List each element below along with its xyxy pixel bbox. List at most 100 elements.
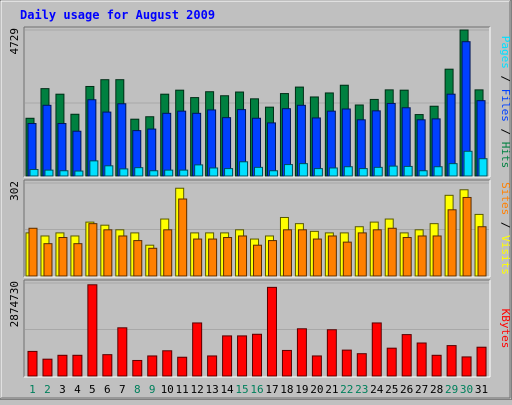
x-tick-label-4: 4 [74, 383, 81, 396]
side-label-kbytes: KBytes [499, 309, 512, 349]
bar-pages-19 [298, 163, 308, 177]
bar-sites-20 [312, 238, 322, 277]
side-label-part: / [499, 122, 512, 142]
bar-sites-13 [208, 238, 218, 277]
bar-pages-30 [463, 150, 473, 177]
bar-files-4 [72, 130, 82, 177]
bar-kbytes-24 [371, 322, 382, 377]
bar-kbytes-30 [461, 356, 472, 377]
max-value-label-kbytes: 2874730 [8, 281, 21, 327]
x-tick-label-2: 2 [44, 383, 51, 396]
bar-files-7 [117, 103, 127, 177]
bar-sites-23 [357, 232, 367, 277]
bar-sites-2 [43, 243, 53, 277]
bar-files-9 [147, 128, 157, 177]
bar-kbytes-11 [177, 356, 188, 377]
bar-kbytes-13 [207, 355, 218, 377]
bar-files-27 [416, 119, 426, 177]
bar-pages-31 [478, 158, 488, 177]
bar-files-20 [311, 117, 321, 177]
bar-kbytes-4 [72, 354, 83, 377]
x-tick-label-27: 27 [415, 383, 428, 396]
bar-pages-20 [313, 168, 323, 177]
bar-sites-6 [103, 229, 113, 277]
bar-pages-2 [44, 169, 54, 177]
bar-kbytes-2 [42, 358, 53, 377]
bar-sites-8 [133, 240, 143, 277]
bar-files-23 [356, 119, 366, 177]
bar-sites-4 [73, 243, 83, 277]
bar-sites-5 [88, 223, 98, 277]
x-tick-label-18: 18 [280, 383, 293, 396]
side-label-part: Files [499, 89, 512, 122]
bar-pages-5 [89, 160, 99, 177]
x-tick-label-13: 13 [205, 383, 218, 396]
x-tick-label-26: 26 [400, 383, 413, 396]
bar-pages-21 [328, 167, 338, 177]
bar-files-26 [401, 107, 411, 177]
bar-kbytes-21 [326, 329, 337, 377]
side-label-part: Visits [499, 235, 512, 275]
bar-pages-17 [268, 170, 278, 177]
side-label-part: Hits [499, 142, 512, 169]
x-tick-label-7: 7 [119, 383, 126, 396]
bar-kbytes-25 [386, 347, 397, 377]
x-tick-label-6: 6 [104, 383, 111, 396]
x-tick-label-10: 10 [161, 383, 174, 396]
bar-kbytes-6 [102, 354, 113, 377]
x-tick-label-21: 21 [325, 383, 338, 396]
chart-panels: 4729 Pages / Files / Hits 302 Sites / Visit… [8, 26, 512, 378]
bar-pages-28 [433, 166, 443, 177]
x-tick-label-29: 29 [445, 383, 458, 396]
bar-sites-27 [417, 235, 427, 277]
panel-kbytes: 2874730 KBytes [8, 279, 512, 378]
bar-kbytes-12 [192, 322, 203, 377]
bar-sites-9 [148, 247, 158, 277]
bar-kbytes-3 [57, 354, 68, 377]
bar-kbytes-22 [341, 349, 352, 377]
side-label-part: Pages [499, 36, 512, 69]
bar-sites-21 [327, 235, 337, 277]
x-tick-label-15: 15 [235, 383, 248, 396]
bar-files-21 [326, 110, 336, 177]
x-tick-label-24: 24 [370, 383, 384, 396]
bar-kbytes-27 [416, 342, 427, 377]
bar-sites-7 [118, 235, 128, 277]
x-tick-label-28: 28 [430, 383, 443, 396]
bar-pages-1 [29, 169, 39, 177]
side-label-part: Sites [499, 182, 512, 215]
bar-pages-9 [149, 170, 159, 177]
bar-pages-27 [418, 170, 428, 177]
bar-kbytes-19 [296, 328, 307, 377]
bar-files-3 [57, 123, 67, 177]
bar-pages-18 [283, 164, 293, 177]
bar-kbytes-28 [431, 354, 442, 377]
bar-pages-12 [194, 164, 204, 177]
bar-sites-3 [58, 237, 68, 277]
x-tick-label-31: 31 [475, 383, 488, 396]
bar-files-22 [341, 108, 351, 177]
bar-pages-14 [224, 168, 234, 177]
bar-kbytes-26 [401, 334, 412, 377]
bar-pages-23 [358, 168, 368, 177]
bar-sites-17 [267, 240, 277, 277]
bar-kbytes-29 [446, 345, 457, 377]
bar-sites-22 [342, 241, 352, 277]
bar-sites-25 [387, 227, 397, 277]
bar-files-13 [207, 109, 217, 177]
bar-sites-26 [402, 237, 412, 277]
x-tick-label-14: 14 [220, 383, 234, 396]
bar-pages-6 [104, 165, 114, 177]
x-tick-label-25: 25 [385, 383, 398, 396]
bar-pages-24 [373, 166, 383, 177]
bar-sites-11 [178, 198, 188, 277]
side-label-part: / [499, 215, 512, 235]
bar-pages-29 [448, 163, 458, 177]
bar-sites-19 [297, 229, 307, 277]
x-tick-label-12: 12 [191, 383, 204, 396]
x-tick-label-17: 17 [265, 383, 278, 396]
x-tick-label-16: 16 [250, 383, 263, 396]
bar-files-10 [162, 112, 172, 177]
